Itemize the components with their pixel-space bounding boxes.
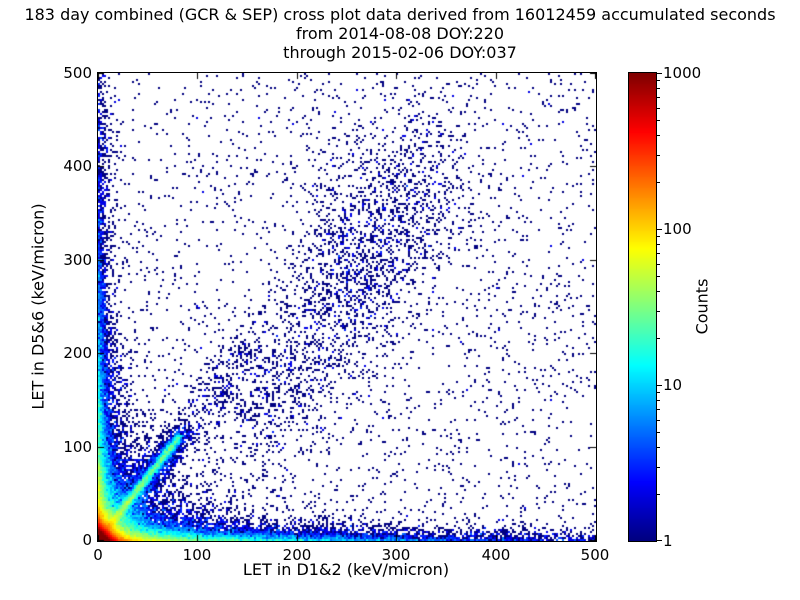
colorbar-label-container: Counts: [692, 72, 712, 540]
colorbar: [628, 72, 657, 542]
x-tick-label: 400: [481, 546, 511, 564]
colorbar-tick-label: 10: [663, 376, 683, 394]
colorbar-gradient-canvas: [629, 73, 656, 541]
colorbar-minor-tick-mark: [657, 291, 660, 292]
y-axis-label: LET in D5&6 (keV/micron): [28, 202, 48, 410]
colorbar-minor-tick-mark: [657, 264, 660, 265]
colorbar-minor-tick-mark: [657, 494, 660, 495]
colorbar-minor-tick-mark: [657, 409, 660, 410]
colorbar-tick-mark: [657, 385, 662, 386]
x-tick-label: 500: [580, 546, 610, 564]
colorbar-minor-tick-mark: [657, 276, 660, 277]
colorbar-minor-tick-mark: [657, 155, 660, 156]
colorbar-minor-tick-mark: [657, 135, 660, 136]
scatter-density-canvas: [98, 73, 596, 541]
colorbar-minor-tick-mark: [657, 467, 660, 468]
y-tick-label: 300: [63, 251, 92, 269]
y-tick-label: 0: [82, 531, 92, 549]
colorbar-minor-tick-mark: [657, 253, 660, 254]
x-tick-label: 100: [182, 546, 212, 564]
colorbar-tick-mark: [657, 540, 662, 541]
colorbar-minor-tick-mark: [657, 120, 660, 121]
colorbar-tick-label: 100: [663, 220, 692, 238]
chart-subtitle-through: through 2015-02-06 DOY:037: [283, 43, 517, 62]
colorbar-minor-tick-mark: [657, 244, 660, 245]
colorbar-minor-tick-mark: [657, 236, 660, 237]
colorbar-tick-label: 1: [663, 532, 673, 550]
colorbar-minor-tick-mark: [657, 400, 660, 401]
plot-area: [97, 72, 597, 542]
y-tick-label: 200: [63, 344, 92, 362]
colorbar-label: Counts: [692, 278, 712, 334]
colorbar-minor-tick-mark: [657, 97, 660, 98]
y-tick-label: 400: [63, 157, 92, 175]
x-axis-label: LET in D1&2 (keV/micron): [242, 560, 450, 579]
x-tick-label: 0: [93, 546, 103, 564]
chart-title: 183 day combined (GCR & SEP) cross plot …: [24, 5, 776, 24]
colorbar-minor-tick-mark: [657, 80, 660, 81]
x-tick-label: 200: [282, 546, 312, 564]
colorbar-minor-tick-mark: [657, 432, 660, 433]
colorbar-tick-label: 1000: [663, 64, 702, 82]
chart-subtitle-from: from 2014-08-08 DOY:220: [295, 24, 504, 43]
y-axis-label-container: LET in D5&6 (keV/micron): [28, 72, 48, 540]
x-tick-label: 300: [381, 546, 411, 564]
colorbar-minor-tick-mark: [657, 108, 660, 109]
colorbar-tick-mark: [657, 73, 662, 74]
colorbar-minor-tick-mark: [657, 420, 660, 421]
colorbar-minor-tick-mark: [657, 311, 660, 312]
colorbar-minor-tick-mark: [657, 447, 660, 448]
colorbar-tick-mark: [657, 229, 662, 230]
colorbar-minor-tick-mark: [657, 88, 660, 89]
colorbar-minor-tick-mark: [657, 392, 660, 393]
y-tick-label: 500: [63, 64, 92, 82]
colorbar-minor-tick-mark: [657, 182, 660, 183]
y-tick-label: 100: [63, 438, 92, 456]
colorbar-minor-tick-mark: [657, 338, 660, 339]
